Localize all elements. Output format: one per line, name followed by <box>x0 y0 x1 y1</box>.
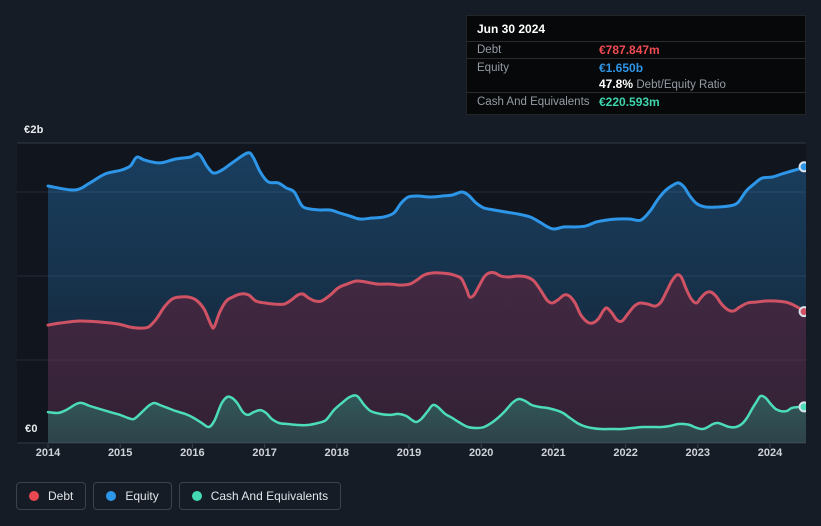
debt-dot-icon <box>29 491 39 501</box>
x-axis-year-label: 2023 <box>685 447 711 459</box>
legend-item-equity[interactable]: Equity <box>93 482 172 510</box>
x-axis-year-label: 2017 <box>252 447 277 459</box>
tooltip-date: Jun 30 2024 <box>467 16 805 42</box>
tooltip-equity-row: Equity €1.650b <box>467 59 805 76</box>
equity-line <box>46 151 806 231</box>
x-axis-year-label: 2024 <box>757 447 783 459</box>
equity-dot-icon <box>106 491 117 501</box>
y-axis-max-label: €2b <box>24 124 44 136</box>
x-axis-year-label: 2022 <box>613 447 638 459</box>
legend-equity-label: Equity <box>125 489 159 503</box>
tooltip-cash-label: Cash And Equivalents <box>477 95 590 108</box>
cash-and-equivalents-end-marker <box>798 401 806 413</box>
x-axis-year-label: 2021 <box>541 447 566 459</box>
debt-line <box>46 271 806 330</box>
debt-end-marker <box>798 306 806 318</box>
tooltip-ratio-value: 47.8% Debt/Equity Ratio <box>599 77 726 91</box>
tooltip-debt-row: Debt €787.847m <box>467 42 805 59</box>
legend-debt-label: Debt <box>48 489 74 503</box>
tooltip-ratio-row: 47.8% Debt/Equity Ratio <box>467 76 805 93</box>
tooltip-equity-value: €1.650b <box>599 60 644 75</box>
y-axis-zero-label: €0 <box>25 423 38 435</box>
equity-end-marker <box>798 161 806 173</box>
tooltip-debt-label: Debt <box>477 44 502 56</box>
tooltip-equity-label: Equity <box>477 61 509 74</box>
x-axis-year-label: 2019 <box>396 447 422 459</box>
chart-legend: Debt Equity Cash And Equivalents <box>16 482 342 510</box>
cash-and-equivalents-area <box>48 395 806 443</box>
tooltip-cash-value: €220.593m <box>599 94 660 109</box>
legend-cash-label: Cash And Equivalents <box>210 489 329 503</box>
x-axis-year-label: 2016 <box>180 447 205 459</box>
cash-dot-icon <box>191 491 202 501</box>
legend-item-cash[interactable]: Cash And Equivalents <box>178 482 342 510</box>
x-axis-year-label: 2015 <box>107 447 133 459</box>
legend-item-debt[interactable]: Debt <box>16 482 87 510</box>
tooltip-debt-value: €787.847m <box>599 43 660 57</box>
x-axis-year-label: 2018 <box>324 447 350 459</box>
x-axis-year-label: 2014 <box>35 447 61 459</box>
debt-area <box>48 272 806 443</box>
cash-and-equivalents-line <box>46 394 806 431</box>
tooltip-cash-row: Cash And Equivalents €220.593m <box>467 93 805 114</box>
x-axis-year-label: 2020 <box>468 447 494 459</box>
chart-tooltip: Jun 30 2024 Debt €787.847m Equity €1.650… <box>466 15 806 115</box>
